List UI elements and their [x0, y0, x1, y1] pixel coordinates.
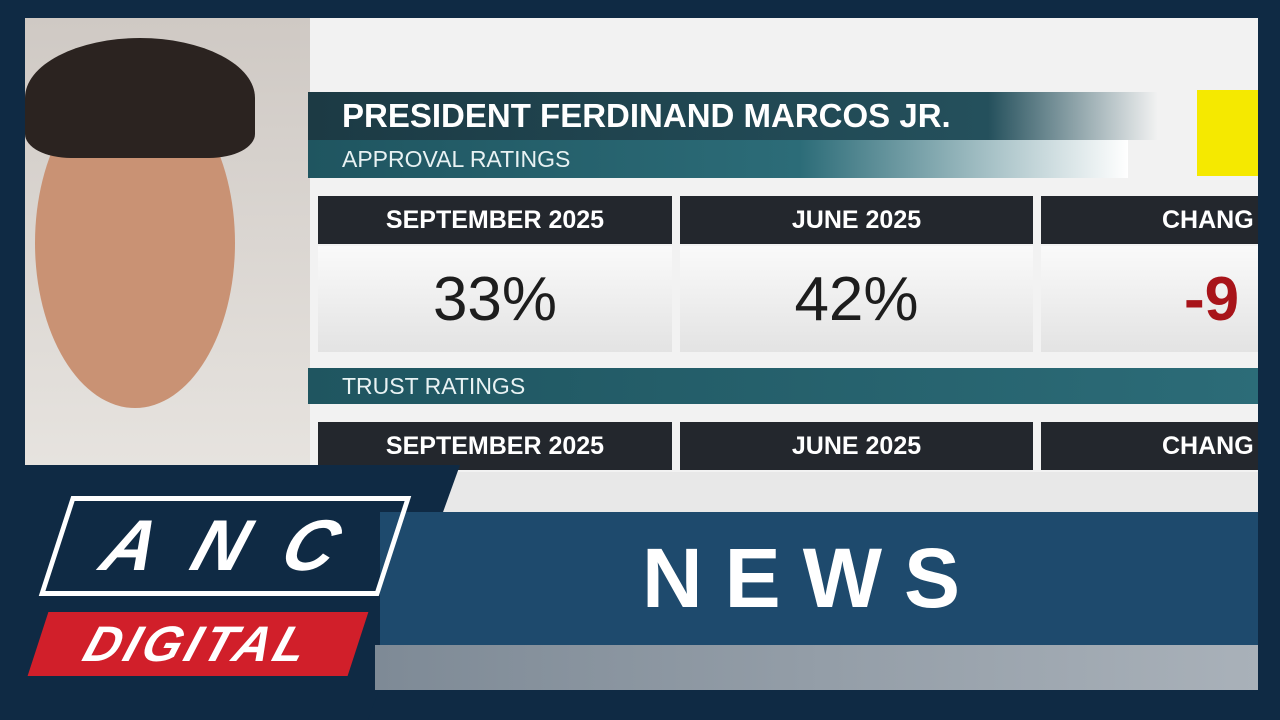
value-cell: 42% — [680, 246, 1033, 352]
column-header: SEPTEMBER 2025 — [318, 422, 672, 470]
section-heading: APPROVAL RATINGS — [308, 140, 1128, 178]
ticker — [375, 645, 1258, 690]
value-cell: -9 — [1041, 246, 1258, 352]
title: PRESIDENT FERDINAND MARCOS JR. — [308, 92, 1158, 140]
section-heading: TRUST RATINGS — [308, 368, 1258, 404]
column-header: CHANG — [1041, 196, 1258, 244]
value-row — [318, 472, 1258, 513]
logo-digital: DIGITAL — [27, 612, 369, 676]
screen: PRESIDENT FERDINAND MARCOS JR. APPROVAL … — [25, 18, 1258, 513]
column-header: CHANG — [1041, 422, 1258, 470]
news-band: NEWS — [380, 512, 1258, 645]
photo — [25, 18, 310, 513]
column-header: JUNE 2025 — [680, 422, 1033, 470]
logo-anc: ANC — [38, 496, 412, 596]
column-header: JUNE 2025 — [680, 196, 1033, 244]
hair — [25, 38, 255, 158]
column-header: SEPTEMBER 2025 — [318, 196, 672, 244]
value-cell: 33% — [318, 246, 672, 352]
logo — [1197, 90, 1258, 176]
